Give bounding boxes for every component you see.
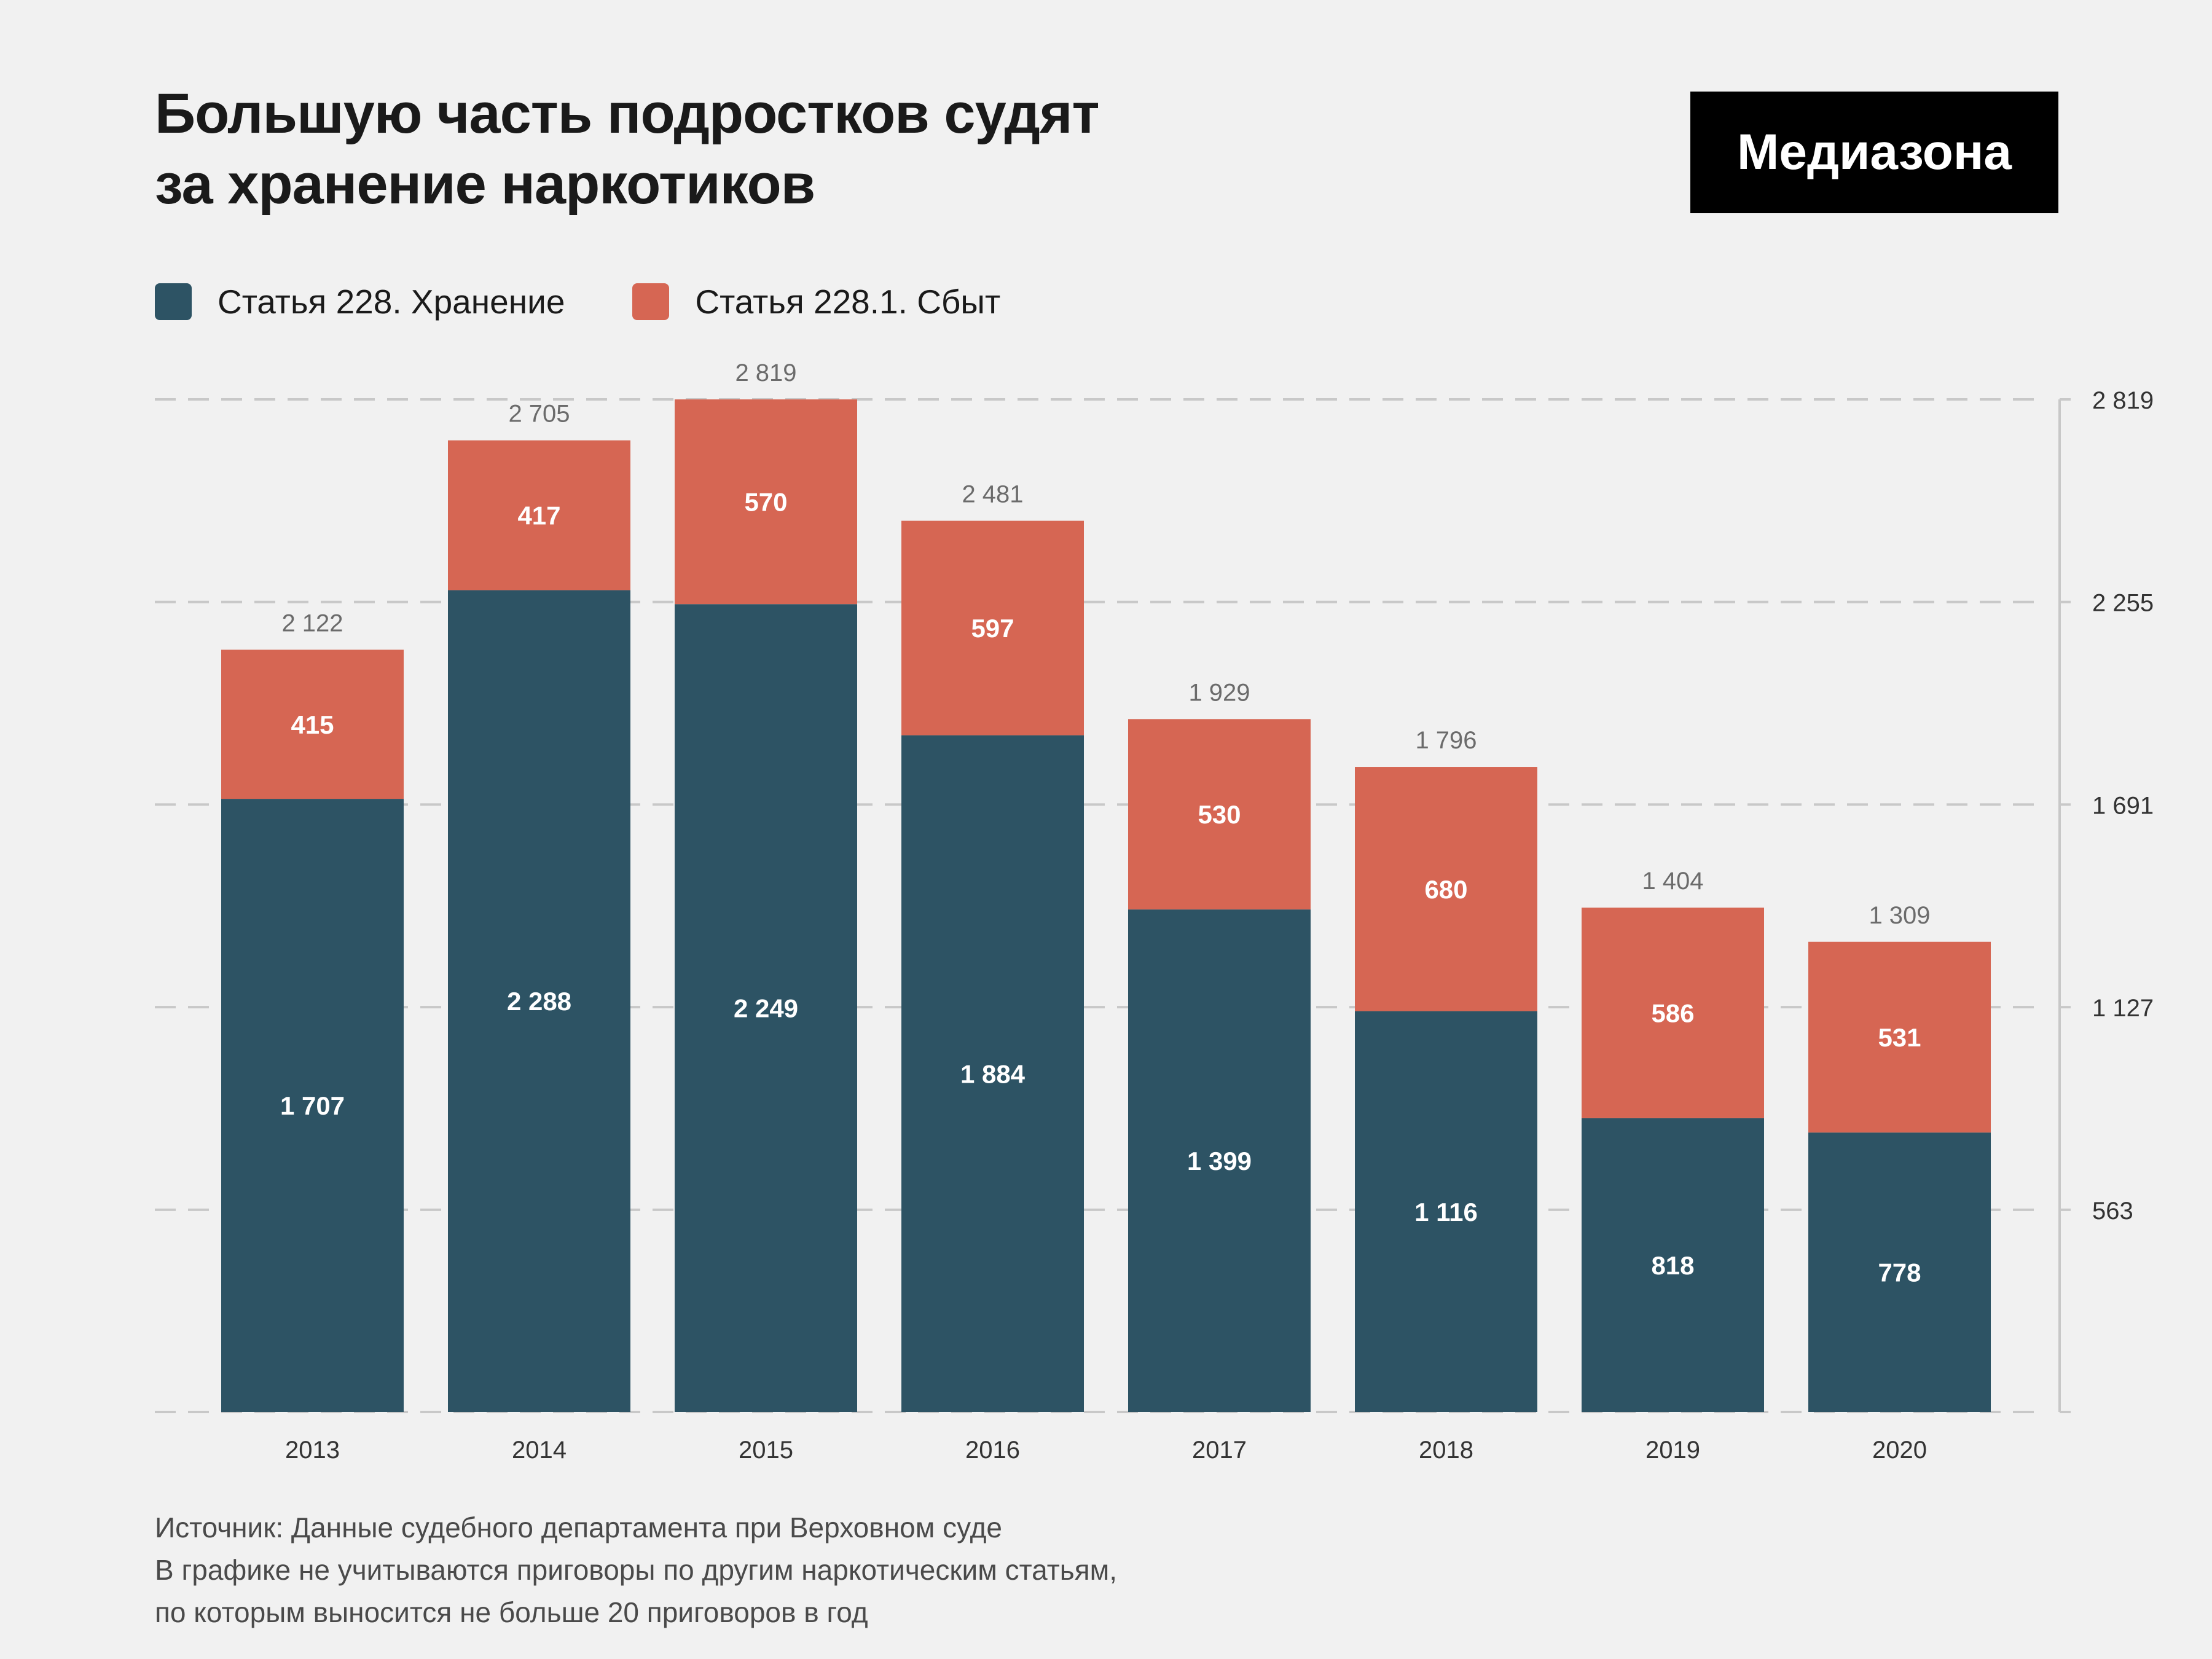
x-tick-label: 2014: [512, 1437, 567, 1464]
y-tick-label: 563: [2092, 1198, 2133, 1225]
total-label: 2 122: [281, 610, 343, 637]
bar-storage-2018: [1355, 1011, 1537, 1412]
legend-swatch-storage: [155, 283, 192, 320]
y-tick-label: 2 255: [2092, 590, 2154, 617]
y-tick-label: 1 127: [2092, 995, 2154, 1022]
bar-storage-2015: [675, 604, 857, 1412]
footer-note-1: В графике не учитываются приговоры по др…: [155, 1554, 1118, 1586]
legend-label-sale: Статья 228.1. Сбыт: [695, 283, 1001, 321]
data-label-storage: 1 707: [280, 1091, 345, 1120]
legend-label-storage: Статья 228. Хранение: [218, 283, 565, 321]
data-label-storage: 818: [1651, 1251, 1694, 1280]
x-tick-label: 2017: [1192, 1437, 1247, 1464]
data-label-sale: 415: [291, 710, 334, 739]
x-tick-label: 2016: [965, 1437, 1020, 1464]
total-label: 1 796: [1415, 727, 1477, 754]
bar-sale-2019: [1582, 908, 1764, 1118]
x-tick-label: 2019: [1645, 1437, 1700, 1464]
data-label-storage: 1 884: [960, 1059, 1026, 1088]
bar-sale-2013: [221, 649, 404, 799]
data-label-storage: 1 116: [1414, 1198, 1478, 1226]
data-label-storage: 1 399: [1187, 1147, 1252, 1175]
bar-sale-2018: [1355, 767, 1537, 1011]
x-tick-label: 2020: [1872, 1437, 1927, 1464]
bar-storage-2019: [1582, 1118, 1764, 1412]
bar-storage-2017: [1128, 909, 1311, 1412]
x-tick-label: 2013: [285, 1437, 340, 1464]
x-tick-label: 2015: [739, 1437, 793, 1464]
legend-swatch-sale: [632, 283, 670, 320]
data-label-sale: 531: [1878, 1023, 1921, 1052]
legend: Статья 228. Хранение Статья 228.1. Сбыт: [155, 282, 1068, 321]
total-label: 2 705: [508, 401, 570, 428]
footer-notes: Источник: Данные судебного департамента …: [155, 1507, 1117, 1634]
bar-storage-2014: [448, 590, 630, 1412]
bar-sale-2015: [675, 399, 857, 605]
footer-note-2: по которым выносится не больше 20 пригов…: [155, 1596, 868, 1628]
bar-sale-2016: [901, 520, 1084, 735]
total-label: 1 929: [1188, 679, 1250, 706]
x-tick-label: 2018: [1419, 1437, 1473, 1464]
total-label: 1 309: [1869, 902, 1930, 929]
y-tick-label: 2 819: [2092, 387, 2154, 414]
data-label-sale: 570: [744, 488, 787, 517]
bar-storage-2020: [1808, 1132, 1991, 1412]
bar-sale-2014: [448, 440, 630, 590]
data-label-sale: 586: [1651, 999, 1694, 1028]
data-label-storage: 2 249: [734, 994, 798, 1023]
bar-storage-2013: [221, 799, 404, 1412]
legend-item-storage: Статья 228. Хранение: [155, 282, 565, 321]
y-tick-label: 1 691: [2092, 792, 2154, 819]
data-label-storage: 778: [1878, 1258, 1921, 1287]
total-label: 2 481: [962, 481, 1023, 508]
bar-sale-2020: [1808, 941, 1991, 1133]
data-label-sale: 680: [1424, 875, 1467, 904]
footer-source: Источник: Данные судебного департамента …: [155, 1512, 1002, 1543]
mediazona-logo: Медиазона: [1690, 92, 2058, 213]
bar-sale-2017: [1128, 719, 1311, 910]
data-label-sale: 530: [1198, 800, 1241, 829]
bar-storage-2016: [901, 735, 1084, 1412]
total-label: 2 819: [735, 359, 796, 386]
title-line-2: за хранение наркотиков: [155, 153, 815, 216]
data-label-sale: 597: [971, 614, 1014, 643]
title-line-1: Большую часть подростков судят: [155, 82, 1100, 145]
legend-item-sale: Статья 228.1. Сбыт: [632, 282, 1000, 321]
data-label-sale: 417: [517, 501, 560, 530]
total-label: 1 404: [1642, 868, 1703, 895]
chart-title: Большую часть подростков судят за хранен…: [155, 79, 1322, 220]
data-label-storage: 2 288: [507, 987, 571, 1016]
